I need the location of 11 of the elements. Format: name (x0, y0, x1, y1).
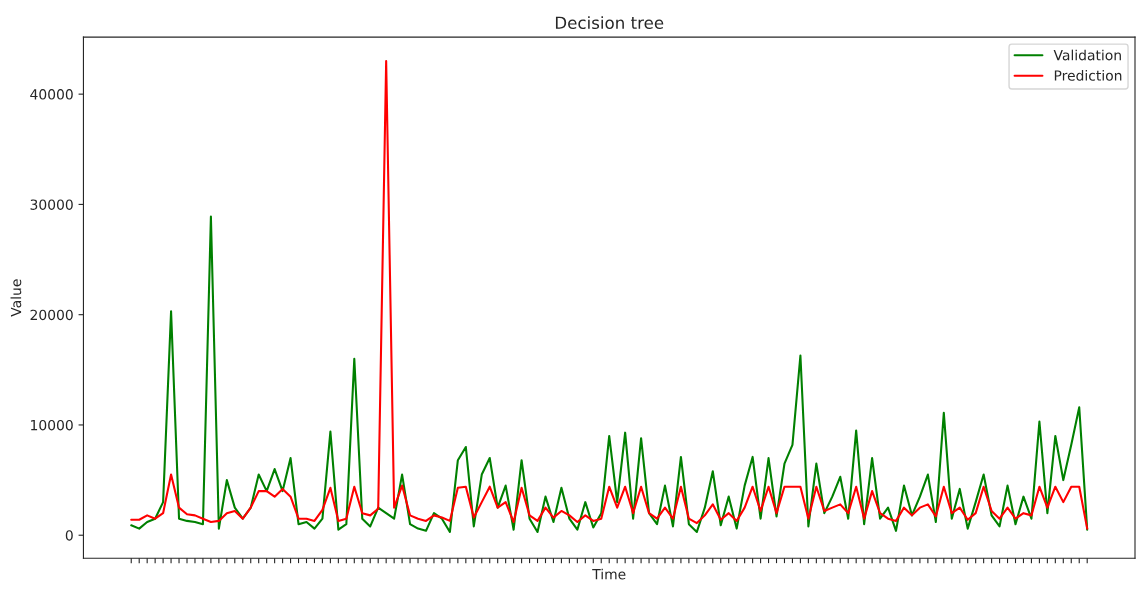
y-tick-label: 20000 (30, 309, 73, 321)
y-axis-title: Value (10, 279, 22, 317)
legend-label: Prediction (1054, 70, 1122, 81)
y-tick-label: 0 (65, 530, 73, 541)
y-tick-label: 10000 (31, 419, 73, 431)
line-series (130, 215, 1089, 533)
chart-title: Decision tree (555, 16, 664, 30)
x-axis-title: Time (592, 568, 626, 580)
y-tick-label: 30000 (30, 199, 73, 210)
legend-label: Validation (1053, 49, 1121, 61)
y-tick-label: 40000 (30, 89, 73, 100)
